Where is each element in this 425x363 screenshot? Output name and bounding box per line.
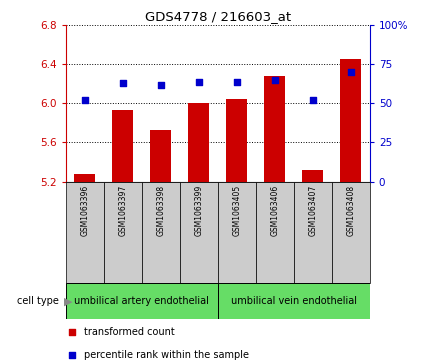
Point	[233, 79, 240, 85]
Bar	[112, 110, 133, 182]
Text: GSM1063406: GSM1063406	[270, 184, 279, 236]
Point	[68, 352, 75, 358]
Bar	[150, 130, 171, 182]
Point	[272, 77, 278, 83]
FancyBboxPatch shape	[218, 182, 256, 283]
Point	[309, 97, 316, 103]
Point	[82, 97, 88, 103]
Text: percentile rank within the sample: percentile rank within the sample	[84, 350, 249, 360]
FancyBboxPatch shape	[66, 182, 104, 283]
Point	[68, 329, 75, 335]
Text: GSM1063399: GSM1063399	[194, 184, 203, 236]
FancyBboxPatch shape	[294, 182, 332, 283]
FancyBboxPatch shape	[180, 182, 218, 283]
Text: GSM1063397: GSM1063397	[118, 184, 127, 236]
Text: transformed count: transformed count	[84, 327, 175, 337]
Bar	[264, 76, 285, 182]
FancyBboxPatch shape	[142, 182, 180, 283]
FancyBboxPatch shape	[332, 182, 370, 283]
Bar	[340, 58, 361, 182]
Text: umbilical artery endothelial: umbilical artery endothelial	[74, 296, 209, 306]
Text: GSM1063405: GSM1063405	[232, 184, 241, 236]
FancyBboxPatch shape	[218, 283, 370, 319]
Text: GSM1063408: GSM1063408	[346, 184, 355, 236]
FancyBboxPatch shape	[66, 283, 218, 319]
Bar	[227, 99, 247, 182]
Title: GDS4778 / 216603_at: GDS4778 / 216603_at	[145, 10, 291, 23]
Point	[157, 82, 164, 87]
Point	[119, 80, 126, 86]
FancyBboxPatch shape	[104, 182, 142, 283]
FancyBboxPatch shape	[256, 182, 294, 283]
Text: GSM1063407: GSM1063407	[308, 184, 317, 236]
Bar	[188, 103, 209, 182]
Text: cell type: cell type	[17, 296, 62, 306]
Bar	[302, 170, 323, 182]
Point	[347, 69, 354, 75]
Bar	[74, 174, 95, 182]
Text: umbilical vein endothelial: umbilical vein endothelial	[231, 296, 357, 306]
Text: GSM1063396: GSM1063396	[80, 184, 89, 236]
Point	[196, 79, 202, 85]
Text: GSM1063398: GSM1063398	[156, 184, 165, 236]
Text: ▶: ▶	[64, 296, 72, 306]
